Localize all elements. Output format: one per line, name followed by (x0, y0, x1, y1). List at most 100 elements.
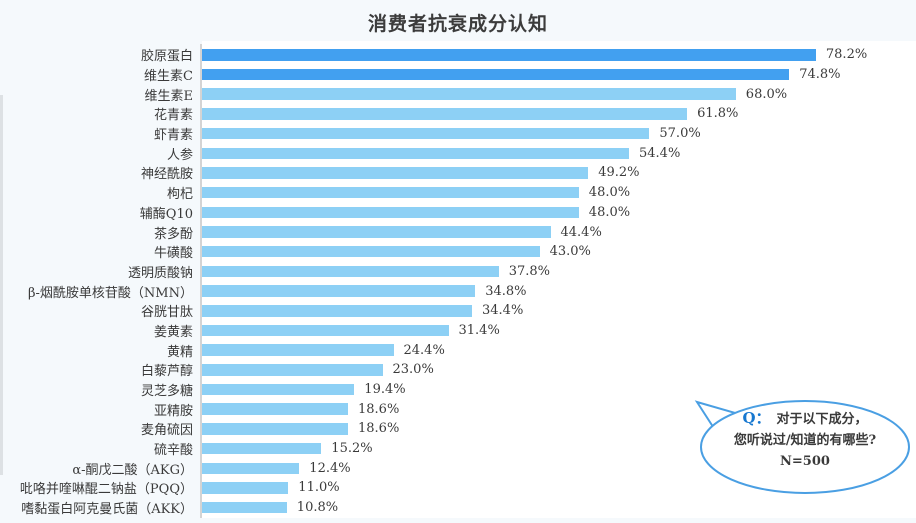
value-label: 34.4% (482, 303, 524, 319)
bar (202, 482, 289, 494)
bar-row: 吡咯并喹啉醌二钠盐（PQQ） 11.0% (0, 478, 916, 498)
bar (202, 186, 579, 199)
bar-row: 花青素 61.8% (0, 104, 916, 124)
category-label: 胶原蛋白 (140, 49, 193, 65)
bar-row: 白藜芦醇 23.0% (0, 360, 916, 380)
bar (202, 88, 736, 100)
bar-row: 亚精胺 18.6% (0, 399, 916, 419)
value-label: 68.0% (745, 86, 788, 102)
bar-row: 辅酶Q10 48.0% (0, 203, 916, 223)
bar-row: 黄精 24.4% (0, 340, 916, 360)
bar-row: 枸杞 48.0% (0, 183, 916, 203)
value-label: 12.4% (309, 460, 351, 476)
question-callout-text: Q： 对于以下成分， 您听说过/知道的有哪些? N=500 (705, 408, 905, 472)
value-label: 74.8% (799, 67, 841, 83)
bar (202, 206, 579, 219)
bar (202, 226, 551, 238)
bar (202, 68, 790, 81)
callout-sample-size: N=500 (780, 454, 830, 469)
bar-row: 麦角硫因 18.6% (0, 419, 916, 439)
category-label: 维生素E (144, 88, 194, 104)
category-label: 嗜黏蛋白阿克曼氏菌（AKK） (21, 502, 193, 518)
bar-row: 虾青素 57.0% (0, 124, 916, 144)
bar (202, 147, 629, 160)
bar (202, 127, 650, 140)
bar (202, 383, 355, 396)
bar-chart: 胶原蛋白 78.2% 维生素C 74.8% 维生素E 68.0% 花青素 61.8% 虾青素 57… (0, 45, 916, 518)
value-label: 34.8% (485, 283, 527, 299)
bar (202, 324, 449, 337)
value-label: 37.8% (508, 263, 550, 279)
value-label: 18.6% (358, 421, 400, 437)
bar-row: 牛磺酸 43.0% (0, 242, 916, 262)
bar (202, 49, 816, 61)
bar-row: β-烟酰胺单核苷酸（NMN） 34.8% (0, 281, 916, 301)
bar-row: 硫辛酸 15.2% (0, 439, 916, 459)
bar (202, 442, 322, 455)
bar (202, 285, 476, 297)
bar-row: 谷胱甘肽 34.4% (0, 301, 916, 321)
value-label: 61.8% (697, 106, 739, 122)
category-label: 谷胱甘肽 (140, 305, 193, 321)
bar (202, 403, 348, 415)
bar-row: 茶多酚 44.4% (0, 222, 916, 242)
callout-ellipse (700, 400, 910, 494)
category-label: 人参 (166, 147, 193, 163)
bar (202, 344, 394, 356)
bar-row: 维生素E 68.0% (0, 84, 916, 104)
bar-row: 胶原蛋白 78.2% (0, 45, 916, 65)
value-label: 15.2% (331, 441, 373, 457)
callout-line-1: Q： 对于以下成分， (705, 408, 905, 430)
value-label: 10.8% (296, 500, 339, 516)
value-label: 57.0% (659, 126, 701, 142)
category-label: 灵芝多糖 (140, 384, 193, 400)
value-label: 31.4% (458, 322, 500, 338)
value-label: 19.4% (364, 382, 406, 398)
category-label: 亚精胺 (153, 403, 193, 419)
bar-row: 嗜黏蛋白阿克曼氏菌（AKK） 10.8% (0, 498, 916, 518)
bar-row: 透明质酸钠 37.8% (0, 262, 916, 282)
bar (202, 305, 472, 317)
bar (202, 364, 383, 376)
category-label: 辅酶Q10 (139, 206, 193, 222)
bar (202, 167, 589, 179)
callout-question-part1: 对于以下成分， (776, 412, 868, 427)
category-label: 白藜芦醇 (140, 364, 193, 380)
value-label: 24.4% (403, 342, 445, 358)
bar (202, 265, 499, 278)
category-label: β-烟酰胺单核苷酸（NMN） (28, 285, 193, 301)
category-label: 神经酰胺 (140, 167, 193, 183)
bar-row: α-酮戊二酸（AKG） 12.4% (0, 458, 916, 478)
question-callout-bubble (694, 400, 910, 494)
value-label: 78.2% (825, 47, 868, 63)
callout-question-part2: 您听说过/知道的有哪些? (733, 433, 877, 448)
bar (202, 245, 540, 258)
chart-title: 消费者抗衰成分认知 (367, 13, 548, 35)
value-label: 23.0% (392, 362, 434, 378)
value-label: 48.0% (588, 204, 631, 220)
value-label: 11.0% (298, 480, 340, 496)
y-axis-line (200, 44, 202, 518)
category-label: 维生素C (144, 69, 193, 85)
question-label: Q： (742, 409, 771, 427)
bar-row: 姜黄素 31.4% (0, 321, 916, 341)
bar-row: 神经酰胺 49.2% (0, 163, 916, 183)
category-label: α-酮戊二酸（AKG） (72, 462, 193, 478)
category-label: 茶多酚 (153, 226, 193, 242)
bar-row: 灵芝多糖 19.4% (0, 380, 916, 400)
bar-row: 维生素C 74.8% (0, 65, 916, 85)
category-label: 黄精 (166, 344, 193, 360)
category-label: 枸杞 (166, 187, 193, 203)
bar-row: 人参 54.4% (0, 143, 916, 163)
value-label: 49.2% (598, 165, 640, 181)
value-label: 43.0% (549, 244, 591, 260)
bar (202, 462, 300, 475)
bar (202, 501, 287, 514)
category-label: 吡咯并喹啉醌二钠盐（PQQ） (19, 482, 193, 498)
value-label: 54.4% (639, 145, 681, 161)
left-edge-shadow (0, 95, 3, 475)
category-label: 麦角硫因 (140, 423, 193, 439)
category-label: 牛磺酸 (153, 246, 193, 262)
category-label: 姜黄素 (153, 324, 193, 340)
